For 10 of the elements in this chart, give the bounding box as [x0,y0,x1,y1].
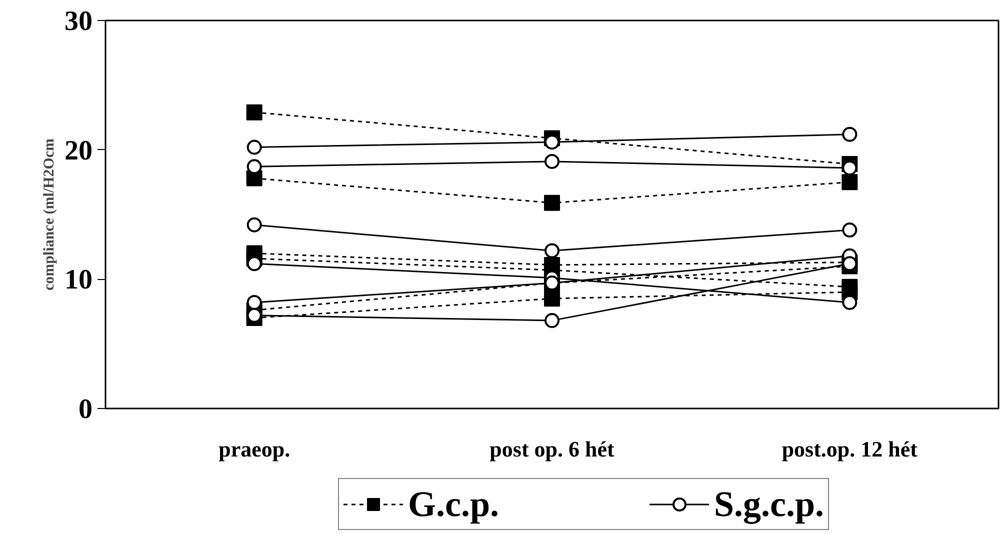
y-tick-label: 20 [64,135,92,166]
y-tick-label: 0 [78,394,92,425]
y-axis-title: compliance (ml/H2Ocm [42,138,58,291]
x-tick-label: praeop. [218,436,290,462]
legend-label: S.g.c.p. [714,483,824,525]
y-tick-label: 10 [64,264,92,296]
x-tick-label: post.op. 12 hét [782,436,918,462]
y-tick-label: 30 [64,6,92,37]
x-tick-label: post op. 6 hét [490,436,616,462]
legend-label: G.c.p. [408,483,500,525]
